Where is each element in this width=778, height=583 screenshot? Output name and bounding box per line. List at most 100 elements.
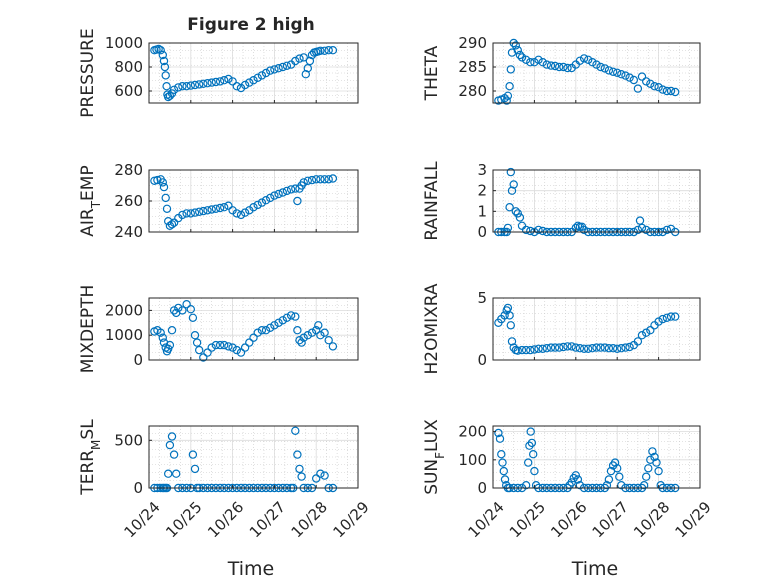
data-point	[521, 55, 531, 65]
data-point	[286, 185, 296, 194]
data-point	[194, 345, 204, 355]
data-point	[169, 450, 179, 459]
data-point	[499, 466, 508, 476]
data-point	[286, 311, 296, 320]
data-point	[249, 333, 258, 342]
data-point	[497, 450, 506, 459]
data-point	[538, 344, 547, 353]
data-point	[312, 175, 321, 184]
data-point	[266, 193, 275, 203]
data-point	[328, 46, 338, 55]
data-point	[232, 209, 241, 218]
data-point	[604, 66, 614, 75]
data-point	[261, 68, 271, 78]
data-point	[291, 56, 300, 66]
data-point	[646, 79, 655, 89]
x-tick-label: 10/25	[506, 498, 549, 541]
data-point	[253, 73, 262, 83]
data-point	[507, 186, 517, 195]
data-point	[592, 60, 601, 69]
y-axis-label: RAINFALL	[422, 161, 442, 241]
data-point	[199, 353, 208, 362]
x-axis-label-left: Time	[227, 558, 275, 580]
data-point	[642, 225, 651, 235]
data-point	[511, 207, 521, 216]
data-point	[559, 342, 568, 352]
data-point	[575, 481, 585, 490]
data-point	[517, 345, 527, 355]
data-point	[312, 326, 321, 335]
data-point	[324, 336, 333, 345]
data-point	[186, 81, 195, 90]
y-tick-label: 200	[458, 423, 487, 441]
subplot-air-temp: 240 260 280 AIRTEMP	[78, 161, 359, 241]
y-tick-label: 1000	[105, 326, 143, 344]
data-point	[546, 61, 556, 70]
x-tick-label: 10/29	[329, 498, 372, 541]
data-point	[159, 182, 169, 192]
data-point	[312, 474, 321, 483]
data-point	[650, 452, 659, 462]
subplot-mixdepth: 0 1000 2000 MIXDEPTH	[78, 285, 359, 373]
y-tick-label: 290	[458, 34, 487, 52]
x-tick-label: 10/24	[464, 498, 507, 541]
data-point	[559, 62, 568, 72]
data-point	[507, 337, 517, 346]
data-point	[525, 441, 534, 450]
data-point	[249, 202, 258, 212]
data-point	[495, 434, 505, 443]
data-point	[579, 225, 589, 235]
data-point	[534, 55, 543, 65]
x-tick-label: 10/27	[246, 498, 289, 541]
y-tick-label: 260	[114, 192, 143, 210]
data-point	[652, 458, 661, 467]
y-axis-label: THETA	[422, 45, 442, 101]
y-tick-label: 280	[114, 161, 143, 179]
data-point	[608, 67, 618, 77]
data-point	[297, 338, 306, 347]
data-point	[613, 464, 622, 473]
data-point	[203, 206, 212, 215]
data-point	[219, 340, 229, 350]
data-point	[295, 54, 304, 63]
x-tick-label: 10/27	[589, 498, 632, 541]
data-point	[257, 198, 267, 207]
data-point	[320, 46, 329, 56]
data-point	[169, 306, 179, 315]
data-point	[207, 343, 216, 352]
data-point	[328, 174, 338, 183]
data-point	[542, 344, 552, 353]
data-point	[542, 60, 552, 69]
data-point	[199, 79, 208, 89]
y-axis-label: TERRMSL	[78, 419, 103, 496]
data-point	[274, 318, 283, 327]
y-tick-label: 285	[458, 58, 487, 76]
data-point	[165, 340, 175, 350]
y-axis-label: SUNFLUX	[422, 419, 447, 495]
data-point	[637, 72, 647, 81]
data-point	[521, 225, 531, 235]
data-point	[527, 438, 537, 448]
data-point	[190, 331, 200, 340]
data-point	[521, 345, 531, 355]
data-point	[219, 202, 229, 212]
x-tick-label: 10/26	[547, 498, 590, 541]
data-point	[301, 69, 310, 79]
data-point	[320, 175, 329, 184]
data-point	[579, 54, 589, 63]
data-point	[169, 85, 179, 95]
data-point	[529, 450, 538, 459]
data-point	[644, 464, 653, 473]
data-point	[249, 75, 258, 85]
data-point	[215, 203, 225, 213]
data-point	[190, 464, 200, 474]
data-point	[662, 225, 672, 235]
data-point	[588, 58, 597, 67]
data-point	[505, 202, 514, 212]
data-point	[575, 56, 585, 66]
data-point	[613, 344, 622, 353]
data-point	[219, 75, 229, 85]
subplot-terr-msl: 0 500 TERRMSL 10/2410/2510/2610/2710/2810/2…	[78, 419, 373, 542]
data-point	[167, 220, 177, 229]
data-point	[207, 205, 216, 214]
